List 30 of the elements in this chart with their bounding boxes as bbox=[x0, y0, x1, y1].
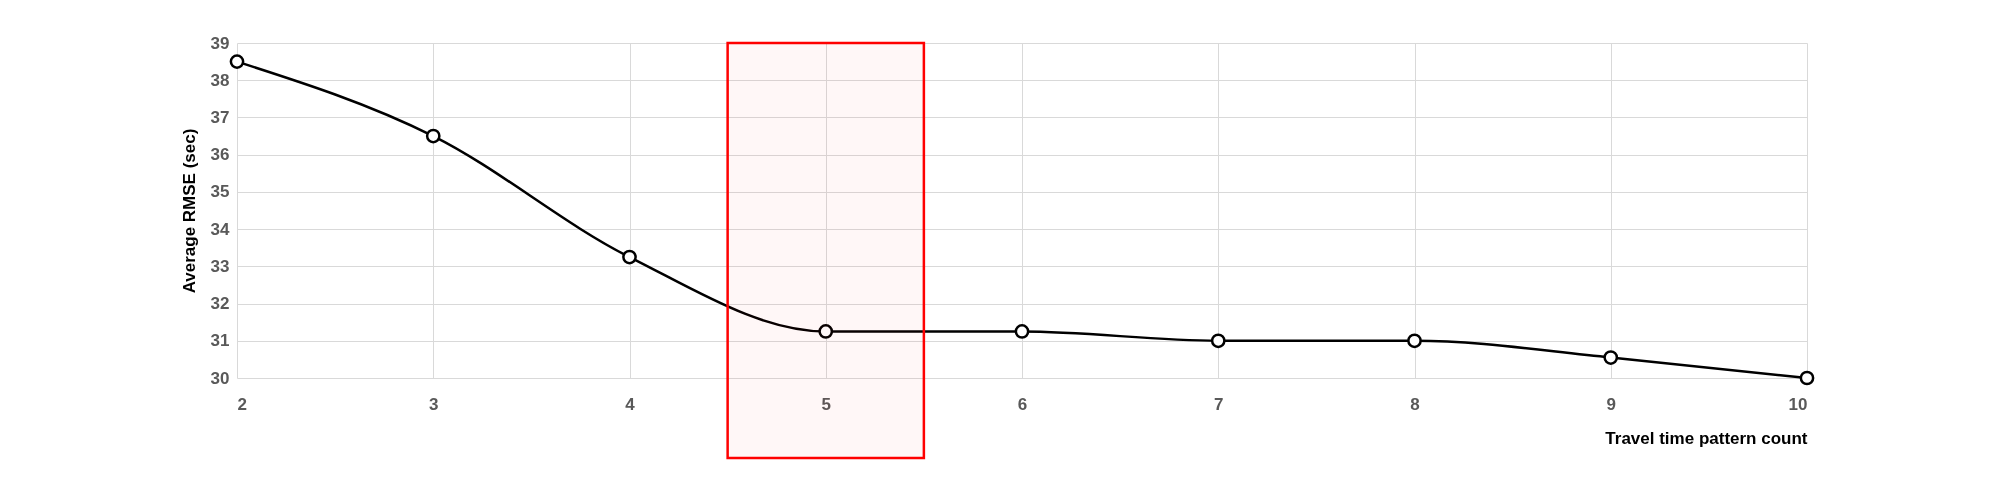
point bbox=[229, 54, 245, 69]
point bbox=[1799, 370, 1815, 386]
y-axis-title: Average RMSE (sec) bbox=[179, 128, 199, 294]
y-tick-label: 37 bbox=[210, 107, 230, 127]
x-tick-label: 4 bbox=[625, 394, 636, 414]
y-tick-label: 36 bbox=[210, 145, 230, 165]
y-tick-label: 31 bbox=[210, 331, 230, 351]
x-tick-label: 6 bbox=[1017, 394, 1028, 414]
y-tick-label: 30 bbox=[210, 368, 230, 388]
point bbox=[622, 249, 637, 265]
point bbox=[425, 128, 441, 144]
y-tick-label: 35 bbox=[210, 182, 230, 202]
x-axis-title: Travel time pattern count bbox=[1605, 428, 1808, 448]
x-tick-label: 2 bbox=[237, 394, 247, 414]
point bbox=[1210, 333, 1226, 349]
y-tick-label: 32 bbox=[210, 294, 230, 314]
x-tick-label: 9 bbox=[1606, 394, 1616, 414]
point bbox=[818, 324, 834, 339]
x-tick-label: 10 bbox=[1788, 394, 1808, 414]
y-tick-label: 33 bbox=[210, 256, 230, 276]
y-tick-label: 39 bbox=[210, 33, 230, 53]
y-tick-label: 38 bbox=[210, 70, 230, 90]
y-tick-label: 34 bbox=[210, 219, 231, 239]
x-tick-label: 7 bbox=[1214, 394, 1224, 414]
x-tick-label: 8 bbox=[1410, 394, 1420, 414]
point bbox=[1407, 333, 1422, 349]
point bbox=[1014, 324, 1030, 339]
x-tick-label: 5 bbox=[821, 394, 831, 414]
x-tick-label: 3 bbox=[429, 394, 439, 414]
point bbox=[1603, 350, 1619, 365]
